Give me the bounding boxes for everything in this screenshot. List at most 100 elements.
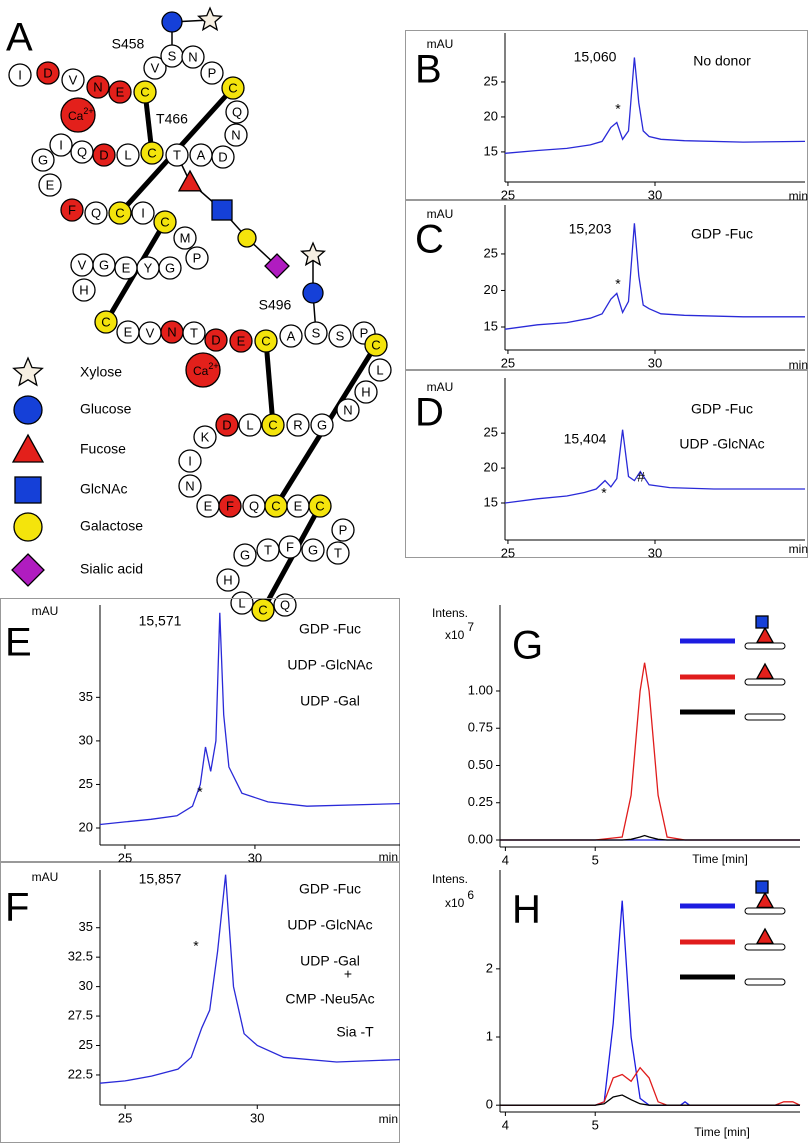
y-tick-label: 30 [79, 978, 93, 993]
residue-letter: P [193, 250, 202, 265]
trace [504, 429, 805, 504]
residue [326, 541, 350, 565]
y-tick-label: 2 [486, 960, 493, 975]
residue-letter: G [99, 257, 109, 272]
calcium [185, 352, 221, 388]
residue [221, 76, 245, 100]
residue-letter: G [317, 417, 327, 432]
residue [185, 246, 209, 270]
residue [336, 398, 360, 422]
residue-letter: T [264, 542, 272, 557]
panel-frame [405, 200, 808, 370]
residue-letter: C [101, 314, 110, 329]
panel-frame [0, 598, 400, 862]
annotation: * [615, 101, 621, 117]
disulfide-bond [263, 340, 276, 426]
residue [256, 538, 280, 562]
legend-glycan-core [744, 642, 786, 650]
panel-letter: A [6, 16, 33, 60]
residue-letter: Q [249, 498, 259, 513]
annotation: GDP -Fuc [691, 401, 753, 417]
panel-frame [405, 30, 808, 200]
residue-letter: E [124, 324, 133, 339]
annotation: # [637, 469, 645, 485]
residue [181, 45, 205, 69]
y-tick-label: 27.5 [68, 1008, 93, 1023]
site-label: T466 [156, 111, 188, 127]
panel-letter: C [415, 218, 444, 262]
x-tick-label: 25 [118, 1110, 132, 1125]
y-tick-label: 0.00 [468, 831, 493, 846]
x-tick-label: 30 [648, 545, 662, 560]
residue-letter: A [287, 328, 296, 343]
residue-letter: T [334, 545, 342, 560]
residue-letter: L [376, 362, 383, 377]
trace [500, 834, 800, 841]
panel-letter: H [512, 888, 541, 932]
fucose [177, 169, 203, 192]
residue [143, 56, 167, 80]
xylose [299, 241, 327, 267]
annotation: UDP -GlcNAc [287, 657, 372, 673]
residue-letter: S [336, 328, 345, 343]
residue [230, 591, 254, 615]
trace [99, 874, 401, 1084]
residue [200, 61, 224, 85]
annotation: * [193, 938, 199, 954]
y-tick-label: 15 [484, 494, 498, 509]
trace [500, 1066, 801, 1106]
residue-letter: Q [232, 104, 242, 119]
residue [218, 494, 242, 518]
residue-letter: L [238, 595, 245, 610]
site-label: S496 [259, 297, 292, 313]
panel-frame [405, 370, 808, 558]
residue [38, 173, 62, 197]
residue [108, 201, 132, 225]
residue-letter: D [99, 147, 108, 162]
y-tick-label: 20 [79, 819, 93, 834]
residue [153, 210, 177, 234]
panel-letter: B [415, 48, 442, 92]
residue-letter: P [208, 65, 217, 80]
residue [72, 278, 96, 302]
annotation: UDP -Gal [300, 953, 360, 969]
residue [173, 226, 197, 250]
residue-letter: H [361, 384, 370, 399]
residue-letter: G [38, 152, 48, 167]
calcium-symbol: Ca [68, 109, 84, 123]
residue-letter: R [293, 417, 302, 432]
residue-letter: D [211, 332, 220, 347]
legend-icon [13, 512, 43, 542]
residue-letter: T [173, 147, 181, 162]
legend-icon [13, 395, 43, 425]
y-scale-base: x10 [445, 896, 465, 910]
glucose [161, 11, 183, 33]
legend-label: Sialic acid [80, 561, 143, 577]
residue-letter: V [151, 60, 160, 75]
x-axis-label: Time [min] [694, 1125, 750, 1139]
calcium-label: Ca2+ [68, 106, 94, 123]
y-tick-label: 32.5 [68, 949, 93, 964]
residue-letter: N [167, 324, 176, 339]
residue-letter: A [197, 147, 206, 162]
legend-icon [11, 553, 45, 587]
annotation: 15,857 [139, 871, 182, 887]
residue-letter: L [124, 147, 131, 162]
y-axis-label: mAU [427, 37, 454, 51]
residue [70, 253, 94, 277]
y-tick-label: 0.50 [468, 757, 493, 772]
residue-letter: F [286, 539, 294, 554]
annotation: * [615, 276, 621, 292]
annotation: * [197, 784, 203, 800]
residue-letter: P [360, 325, 369, 340]
calcium-charge: 2+ [83, 106, 93, 116]
residue [279, 324, 303, 348]
y-axis-label: Intens. [432, 606, 468, 620]
residue [273, 593, 297, 617]
legend-glycan-core [744, 678, 786, 686]
x-tick-label: 5 [592, 852, 599, 867]
x-axis-label: min [789, 189, 808, 203]
sialic-acid [264, 253, 290, 279]
residue-letter: D [222, 417, 231, 432]
y-scale-exp: 7 [467, 620, 474, 634]
